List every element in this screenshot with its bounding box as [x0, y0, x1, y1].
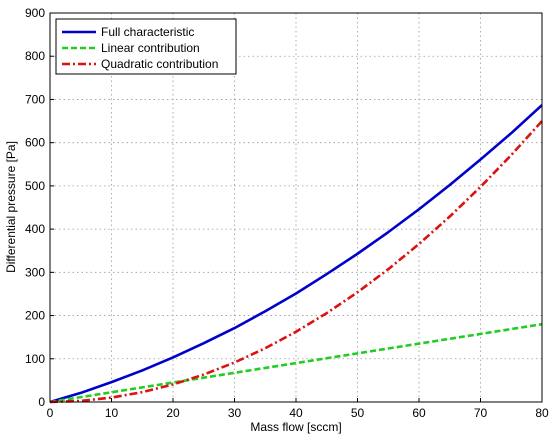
x-tick-label: 20 — [166, 406, 180, 420]
y-tick-label: 200 — [25, 309, 45, 323]
x-tick-label: 60 — [412, 406, 426, 420]
x-tick-label: 70 — [474, 406, 488, 420]
y-axis-title-group: Differential pressure [Pa] — [4, 141, 18, 273]
y-tick-label: 900 — [25, 6, 45, 20]
y-tick-label: 0 — [38, 395, 45, 409]
ticks: 0 10 20 30 40 50 60 70 8001002003004005006007008… — [25, 6, 549, 420]
x-axis-label: Mass flow [sccm] — [250, 420, 341, 434]
y-tick-label: 800 — [25, 49, 45, 63]
x-tick-label: 10 — [105, 406, 119, 420]
y-tick-label: 700 — [25, 92, 45, 106]
grid — [50, 13, 542, 402]
x-tick-label: 0 — [47, 406, 54, 420]
legend-items: Full characteristic Linear contribution Qu… — [62, 25, 218, 71]
y-axis-label: Differential pressure [Pa] — [4, 141, 18, 273]
x-tick-label: 40 — [289, 406, 303, 420]
y-tick-label: 400 — [25, 222, 45, 236]
series-line-quadratic-contribution — [49, 120, 543, 404]
y-tick-label: 500 — [25, 179, 45, 193]
series-line-full-characteristic — [49, 104, 543, 404]
y-tick-label: 100 — [25, 352, 45, 366]
x-tick-label: 30 — [228, 406, 242, 420]
x-tick-label: 80 — [535, 406, 549, 420]
y-tick-label: 600 — [25, 136, 45, 150]
legend: Full characteristic Linear contribution Qu… — [55, 18, 237, 75]
x-tick-label: 50 — [351, 406, 365, 420]
series-line-linear-contribution — [49, 322, 543, 404]
y-tick-label: 300 — [25, 265, 45, 279]
legend-label: Quadratic contribution — [101, 57, 218, 71]
legend-label: Full characteristic — [101, 25, 194, 39]
x-axis-title-group: Mass flow [sccm] — [250, 420, 341, 434]
series-layer — [49, 104, 543, 404]
legend-label: Linear contribution — [101, 41, 200, 55]
